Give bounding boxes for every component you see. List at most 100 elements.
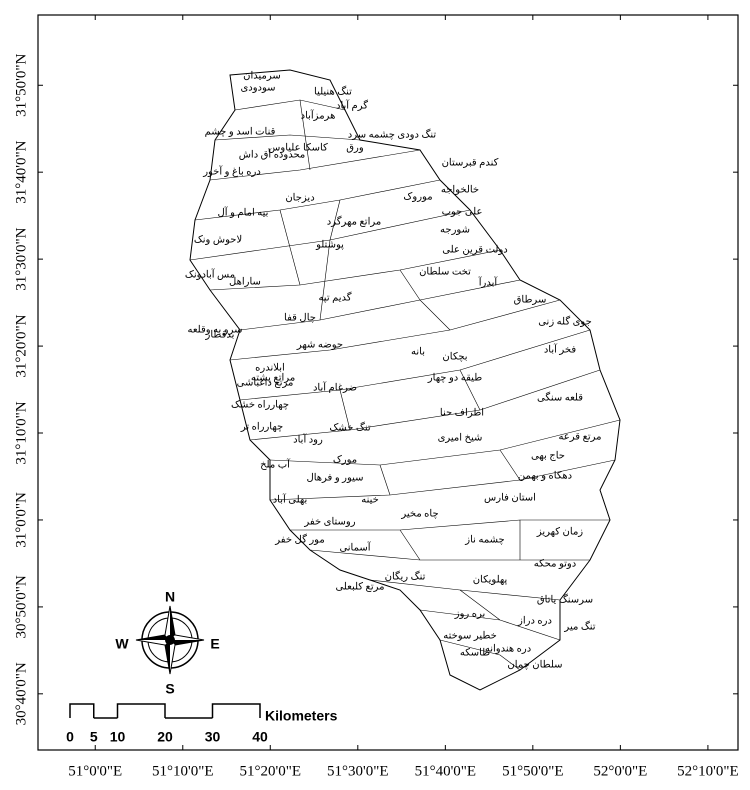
place-name: قنات اسد و چشم	[205, 126, 276, 137]
lon-label: 51°30'0"E	[327, 763, 389, 779]
place-name: دیزجان	[285, 192, 314, 203]
place-name: مراتع مهرگرد	[327, 215, 381, 227]
place-name: استان فارس	[484, 492, 536, 503]
place-name: چهارراه تر	[240, 421, 283, 432]
lon-label: 51°50'0"E	[502, 763, 564, 779]
place-name: حوضه شهر	[296, 339, 343, 350]
compass-e: E	[210, 636, 219, 652]
place-name: بیه امام و آل	[218, 205, 269, 218]
place-name: سرمیدان	[243, 70, 281, 81]
place-name: تنگ دودی چشمه سرد	[348, 128, 437, 140]
lat-label: 31°10'0"N	[13, 401, 29, 464]
place-name: کندم قبرستان	[442, 157, 499, 168]
place-name: سرو به وقلعه	[188, 324, 243, 335]
scale-segment	[69, 703, 95, 718]
lat-label: 31°20'0"N	[13, 314, 29, 377]
lon-label: 51°20'0"E	[240, 763, 302, 779]
place-name: آب ملخ	[260, 457, 291, 470]
place-name: گرم آباد	[336, 98, 368, 111]
place-name: تخت سلطان	[419, 266, 471, 277]
place-name: سرسنگ یاتاق	[537, 593, 593, 605]
place-name: چاه مخیر	[400, 508, 438, 519]
place-name: رود آباد	[293, 432, 323, 445]
place-name: کاسکا علیاوس	[268, 142, 328, 153]
place-name: مس آبادونک	[185, 267, 235, 280]
place-name: اطراف حنا	[440, 407, 484, 418]
place-name: ساراهل	[229, 276, 261, 287]
place-name: دره دراز	[517, 615, 552, 626]
scale-segment	[116, 703, 166, 718]
lat-label: 31°40'0"N	[13, 140, 29, 203]
place-name: مور گل خفر	[274, 533, 324, 545]
lat-label: 31°30'0"N	[13, 227, 29, 290]
place-name: طاسکه	[460, 647, 490, 658]
scale-label: 20	[157, 729, 173, 745]
place-name: علی جوب	[442, 206, 483, 217]
place-name: مرتع قرعه	[558, 431, 601, 442]
compass-s: S	[165, 681, 174, 697]
place-name: خطیر سوخته	[443, 630, 497, 641]
place-name: بانه	[411, 346, 425, 357]
lon-label: 52°10'0"E	[677, 763, 739, 779]
place-name: تنگ هنیلیا	[314, 85, 352, 97]
scale-label: 40	[252, 729, 268, 745]
place-name: جوی گله زنی	[538, 315, 592, 327]
place-name: بره روز	[454, 608, 486, 619]
place-name: فخر آباد	[544, 342, 577, 355]
lat-label: 31°0'0"N	[13, 492, 29, 548]
place-name: ابلاندره	[255, 362, 285, 373]
compass-w: W	[115, 636, 129, 652]
place-name: دهکاه و بهمن	[518, 470, 572, 481]
place-name: زمان کهریز	[536, 526, 583, 537]
place-name: تنگ ریگان	[385, 570, 426, 582]
place-name: شیخ امیری	[438, 432, 483, 443]
place-name: قلعه سنگی	[537, 391, 583, 403]
place-name: گدیم تپه	[318, 291, 351, 303]
place-name: چشمه ناز	[464, 534, 504, 545]
lon-label: 52°0'0"E	[593, 763, 647, 779]
lat-label: 30°50'0"N	[13, 575, 29, 638]
place-name: بهلی آباد	[273, 492, 308, 505]
place-name: پوشتلو	[315, 239, 344, 250]
place-name: حاج بهی	[531, 450, 565, 461]
place-name: شورجه	[440, 224, 470, 235]
place-name: پهلویکان	[473, 574, 508, 585]
place-name: دولت قرین علی	[442, 244, 507, 255]
scale-label: 10	[110, 729, 126, 745]
scale-label: 30	[205, 729, 221, 745]
scale-label: 0	[66, 729, 74, 745]
place-name: خینه	[361, 494, 379, 505]
compass	[135, 605, 205, 675]
place-name: سرطاق	[514, 294, 547, 305]
lon-label: 51°10'0"E	[152, 763, 214, 779]
place-name: آبدرآ	[478, 275, 499, 288]
place-name: سودودی	[240, 82, 275, 93]
place-name: محدوده آق داش	[239, 147, 306, 160]
place-name: دوتو محکه	[534, 558, 576, 569]
place-name: ورق	[346, 142, 364, 153]
lon-label: 51°0'0"E	[68, 763, 122, 779]
place-name: دره هندوانه	[485, 643, 531, 654]
place-name: بچکان	[442, 351, 467, 362]
place-name: مراتع پشته	[251, 372, 295, 383]
place-name: روستای خفر	[303, 516, 355, 527]
compass-n: N	[165, 589, 175, 605]
place-name: آسمانی	[339, 540, 371, 553]
lat-label: 30°40'0"N	[13, 662, 29, 725]
map-frame	[37, 14, 739, 751]
place-name: چال قفا	[284, 312, 316, 323]
place-name: دره باغ و آخور	[202, 164, 261, 177]
place-name: تنگ خشک	[329, 421, 371, 433]
place-name: بدقطار	[205, 329, 235, 340]
place-name: مرتع کلبعلی	[335, 581, 384, 592]
place-name: لاحوش ونک	[194, 234, 242, 245]
place-name: مورک	[333, 454, 357, 465]
place-name: ضرغام آباد	[313, 380, 357, 393]
place-name: هرمزآباد	[301, 108, 336, 121]
place-name: چهارراه خشک	[231, 399, 289, 410]
scale-unit: Kilometers	[265, 708, 338, 724]
lon-label: 51°40'0"E	[415, 763, 477, 779]
place-name: خالخواجه	[441, 184, 479, 195]
place-name: طیقه دو چهار	[427, 372, 482, 383]
